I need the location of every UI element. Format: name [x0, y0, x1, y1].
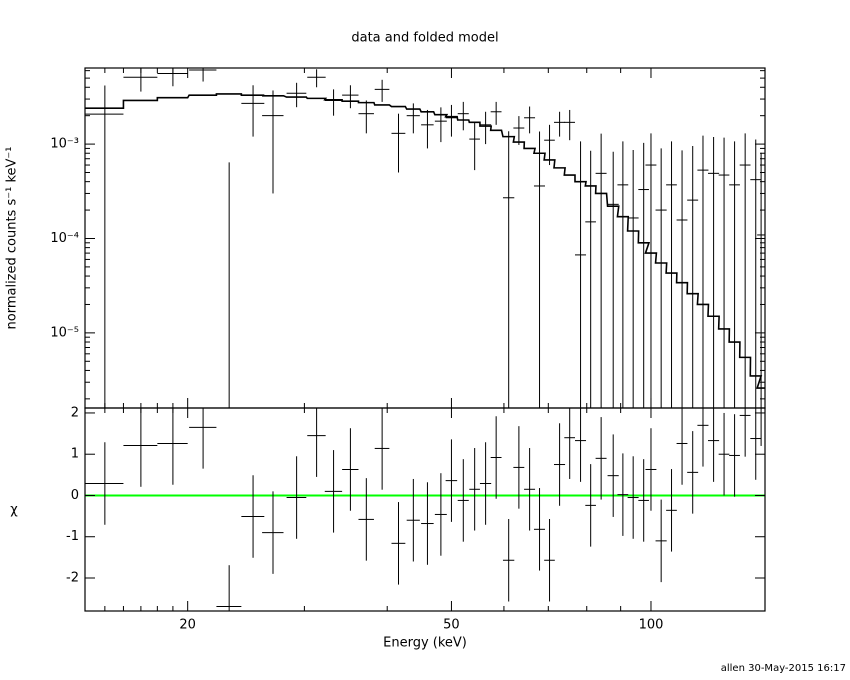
chi-tick-label: -1 — [66, 529, 79, 544]
chi-tick-label: -2 — [66, 570, 79, 585]
chi-tick-label: 1 — [71, 447, 79, 462]
chi-tick-label: 2 — [71, 405, 79, 420]
chi-tick-label: 0 — [71, 488, 79, 503]
x-tick-label: 100 — [639, 618, 664, 633]
bottom-frame — [84, 407, 766, 612]
chi-axis-label: χ — [10, 503, 18, 518]
axes: 20 50 100 10⁻⁵ 10⁻⁴ 10⁻³ -2 -1 0 1 2 — [50, 68, 765, 633]
model-line — [85, 93, 765, 389]
chart-title: data and folded model — [351, 31, 498, 46]
y-axis-label: normalized counts s⁻¹ keV⁻¹ — [5, 147, 20, 330]
x-tick-label: 20 — [179, 618, 196, 633]
y-tick-label: 10⁻⁴ — [50, 231, 79, 246]
x-axis-label: Energy (keV) — [383, 636, 467, 651]
spectrum-panel — [85, 68, 765, 408]
y-tick-label: 10⁻³ — [50, 137, 79, 152]
residual-panel — [85, 408, 765, 611]
x-tick-label: 50 — [443, 618, 460, 633]
footer: allen 30-May-2015 16:17 — [721, 663, 846, 674]
y-tick-label: 10⁻⁵ — [50, 325, 79, 340]
